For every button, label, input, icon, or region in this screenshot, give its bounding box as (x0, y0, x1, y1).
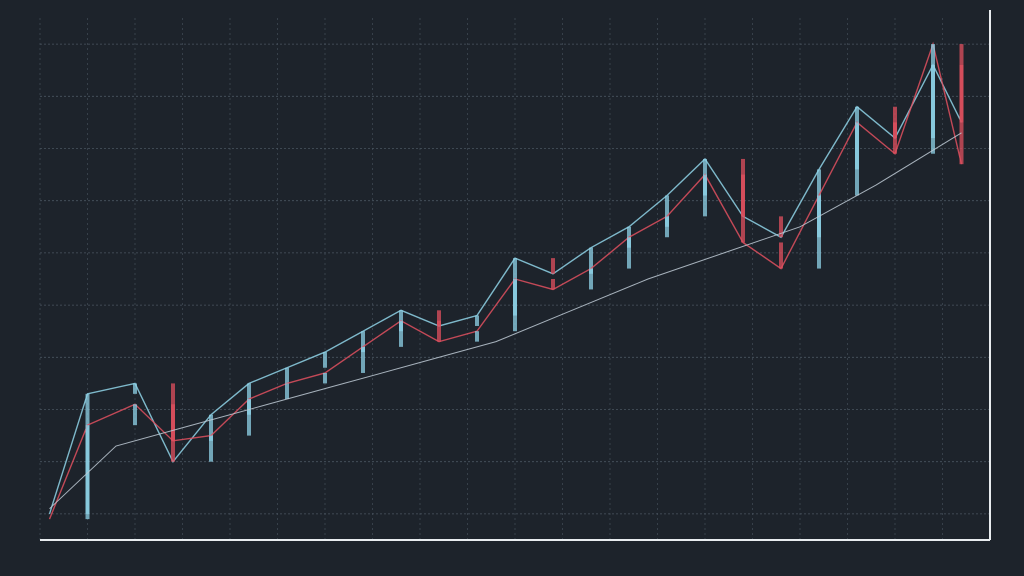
candle (323, 372, 327, 384)
candle (817, 195, 821, 269)
candle (133, 404, 137, 426)
candle (551, 279, 555, 290)
candle (247, 399, 251, 436)
candle (285, 383, 289, 400)
candle (323, 352, 327, 368)
candle (437, 320, 441, 342)
candle (361, 331, 365, 353)
candle (665, 216, 669, 238)
candle (513, 279, 517, 332)
candle (171, 404, 175, 441)
candle (959, 44, 964, 165)
candle (85, 425, 90, 520)
series-lines (48, 41, 964, 520)
candle (133, 383, 137, 394)
grid-lines (39, 18, 991, 540)
candle (855, 122, 859, 196)
candle (399, 320, 403, 347)
candle (361, 346, 365, 373)
candle (893, 106, 897, 139)
candle (893, 122, 897, 154)
candle (703, 174, 707, 217)
candle (627, 237, 631, 269)
candle (589, 247, 593, 274)
candle (285, 367, 289, 384)
candle (931, 44, 935, 154)
candle (665, 195, 669, 227)
candle (475, 331, 479, 342)
candle (437, 310, 441, 326)
candle (589, 268, 593, 290)
candle (475, 315, 479, 326)
candle (779, 216, 783, 238)
series-line-3 (49, 132, 962, 510)
candle (741, 174, 745, 243)
candle (551, 258, 555, 274)
axes (40, 10, 991, 541)
candle (209, 435, 213, 441)
candle (779, 242, 783, 269)
